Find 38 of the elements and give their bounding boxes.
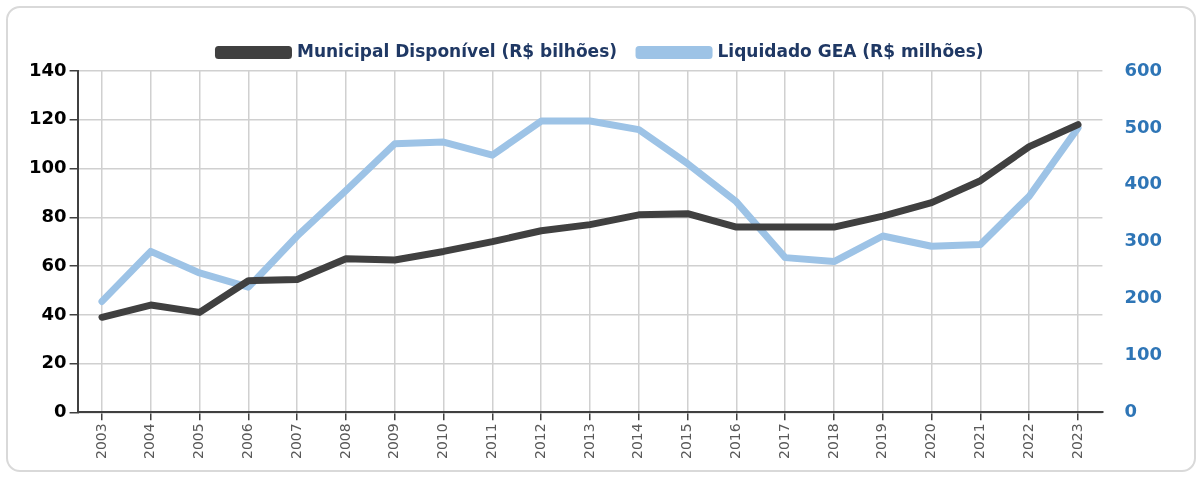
x-tick-label: 2007 (287, 423, 304, 460)
x-tick-label: 2012 (531, 423, 548, 460)
x-tick-label: 2013 (580, 423, 597, 460)
y-tick-label: 140 (29, 58, 67, 80)
y2-tick-label: 600 (1124, 58, 1162, 80)
legend-label: Liquidado GEA (R$ milhões) (717, 40, 984, 61)
x-tick-label: 2008 (336, 423, 353, 460)
x-tick-label: 2015 (678, 423, 695, 460)
x-tick-label: 2019 (873, 423, 890, 460)
y-tick-label: 0 (54, 400, 67, 422)
y-tick-label: 120 (29, 107, 67, 129)
x-tick-label: 2017 (775, 423, 792, 460)
x-tick-label: 2022 (1019, 423, 1036, 460)
x-tick-label: 2014 (629, 423, 646, 460)
y2-tick-label: 200 (1124, 286, 1162, 308)
x-tick-label: 2004 (141, 423, 158, 460)
y-tick-label: 40 (41, 302, 67, 324)
x-tick-label: 2016 (727, 423, 744, 460)
y2-tick-label: 300 (1124, 229, 1162, 251)
x-tick-label: 2018 (824, 423, 841, 460)
x-tick-label: 2011 (483, 423, 500, 460)
y2-tick-label: 500 (1124, 115, 1162, 137)
y-tick-label: 100 (29, 156, 67, 178)
y-tick-label: 80 (41, 204, 67, 226)
x-tick-label: 2005 (190, 423, 207, 460)
y-tick-label: 60 (41, 253, 67, 275)
y2-tick-label: 0 (1124, 400, 1137, 422)
y2-tick-label: 100 (1124, 343, 1162, 365)
x-tick-label: 2021 (971, 423, 988, 460)
y-tick-label: 20 (41, 351, 67, 373)
x-tick-label: 2010 (434, 423, 451, 460)
x-tick-label: 2009 (385, 423, 402, 460)
x-tick-label: 2020 (922, 423, 939, 460)
x-tick-label: 2003 (92, 423, 109, 460)
y2-tick-label: 400 (1124, 172, 1162, 194)
x-tick-label: 2023 (1068, 423, 1085, 460)
x-tick-label: 2006 (239, 423, 256, 460)
legend-label: Municipal Disponível (R$ bilhões) (296, 40, 618, 61)
